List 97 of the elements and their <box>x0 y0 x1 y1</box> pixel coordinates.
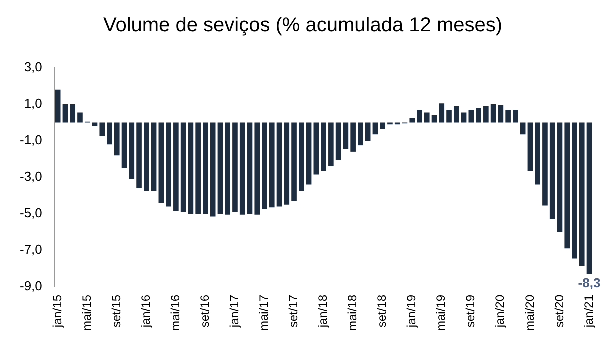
bar <box>424 112 430 123</box>
bar <box>232 122 238 212</box>
bar <box>328 122 334 167</box>
bar <box>225 122 231 215</box>
x-tick-label: set/20 <box>552 294 566 328</box>
bar <box>55 90 61 123</box>
bar <box>513 110 518 123</box>
bar <box>107 122 112 145</box>
bar <box>144 122 150 192</box>
bar <box>579 122 585 266</box>
bar <box>557 122 563 232</box>
bar <box>218 122 224 214</box>
bar <box>417 110 422 123</box>
bar <box>62 104 68 123</box>
bar <box>254 122 260 215</box>
x-tick-label: set/16 <box>198 294 212 328</box>
x-tick-label: jan/16 <box>138 294 153 329</box>
bar <box>262 122 268 210</box>
bar <box>269 122 275 208</box>
bar <box>114 122 120 156</box>
bar <box>247 122 253 214</box>
bar <box>572 122 578 259</box>
bar <box>468 110 474 123</box>
bar <box>350 122 356 152</box>
bar <box>196 122 201 214</box>
bar <box>180 122 186 212</box>
bar <box>490 104 496 123</box>
y-tick-label: 3,0 <box>24 60 42 75</box>
bar <box>100 122 106 136</box>
bar <box>188 122 194 214</box>
x-tick-label: set/18 <box>375 294 390 328</box>
x-tick-label: jan/19 <box>404 294 419 329</box>
x-tick-label: mai/17 <box>257 294 272 332</box>
bar <box>306 122 312 185</box>
x-tick-label: mai/18 <box>346 294 360 332</box>
bar <box>550 122 556 220</box>
y-tick-label: -9,0 <box>20 278 42 294</box>
bar <box>586 122 592 274</box>
y-tick-label: -5,0 <box>20 206 42 221</box>
y-tick-label: 1,0 <box>24 96 42 112</box>
chart-title: Volume de seviços (% acumulada 12 meses) <box>103 14 503 37</box>
x-tick-label: set/19 <box>464 294 478 328</box>
bar <box>410 118 416 123</box>
bar <box>476 108 482 123</box>
bar <box>122 122 128 168</box>
bar <box>92 122 98 126</box>
bar <box>314 122 320 175</box>
bar <box>484 106 489 123</box>
bar <box>432 115 438 123</box>
x-tick-label: mai/20 <box>522 294 537 332</box>
x-tick-label: jan/17 <box>228 294 242 329</box>
x-tick-label: mai/16 <box>168 294 182 332</box>
bar <box>454 106 460 123</box>
y-tick-label: -7,0 <box>20 242 42 258</box>
bar <box>292 122 297 202</box>
bar <box>151 122 157 192</box>
bar <box>358 122 364 146</box>
x-tick-label: set/15 <box>109 294 124 328</box>
y-tick-label: -3,0 <box>20 169 42 184</box>
bar <box>528 122 534 172</box>
bar <box>129 122 135 180</box>
bar <box>336 122 342 160</box>
bar <box>203 122 208 214</box>
bar <box>365 122 371 141</box>
bar <box>78 112 83 123</box>
bar <box>321 122 326 172</box>
bar <box>210 122 216 217</box>
data-label: -8,3 <box>578 275 601 290</box>
x-tick-label: set/17 <box>286 294 301 328</box>
bar <box>158 122 164 204</box>
bar <box>70 104 76 123</box>
bar <box>461 112 467 123</box>
bar <box>166 122 172 207</box>
x-tick-label: jan/18 <box>316 294 330 329</box>
bar <box>174 122 179 212</box>
bar <box>535 122 540 185</box>
x-tick-label: jan/21 <box>582 294 596 329</box>
bar <box>240 122 246 215</box>
bar <box>136 122 142 188</box>
x-tick-label: jan/15 <box>50 294 64 329</box>
bar <box>343 122 349 150</box>
x-tick-label: mai/19 <box>434 294 448 332</box>
y-tick-label: -1,0 <box>20 132 42 148</box>
x-tick-label: jan/20 <box>493 294 508 329</box>
bar <box>498 105 504 123</box>
bar <box>284 122 290 205</box>
bar <box>380 122 386 130</box>
bar <box>564 122 570 249</box>
bar <box>372 122 378 135</box>
x-tick-label: mai/15 <box>80 294 94 332</box>
bar <box>506 110 511 123</box>
bar <box>542 122 548 206</box>
bar <box>446 110 452 123</box>
bar <box>299 122 304 192</box>
bar <box>276 122 282 207</box>
bar <box>520 122 526 135</box>
bar <box>439 104 445 123</box>
